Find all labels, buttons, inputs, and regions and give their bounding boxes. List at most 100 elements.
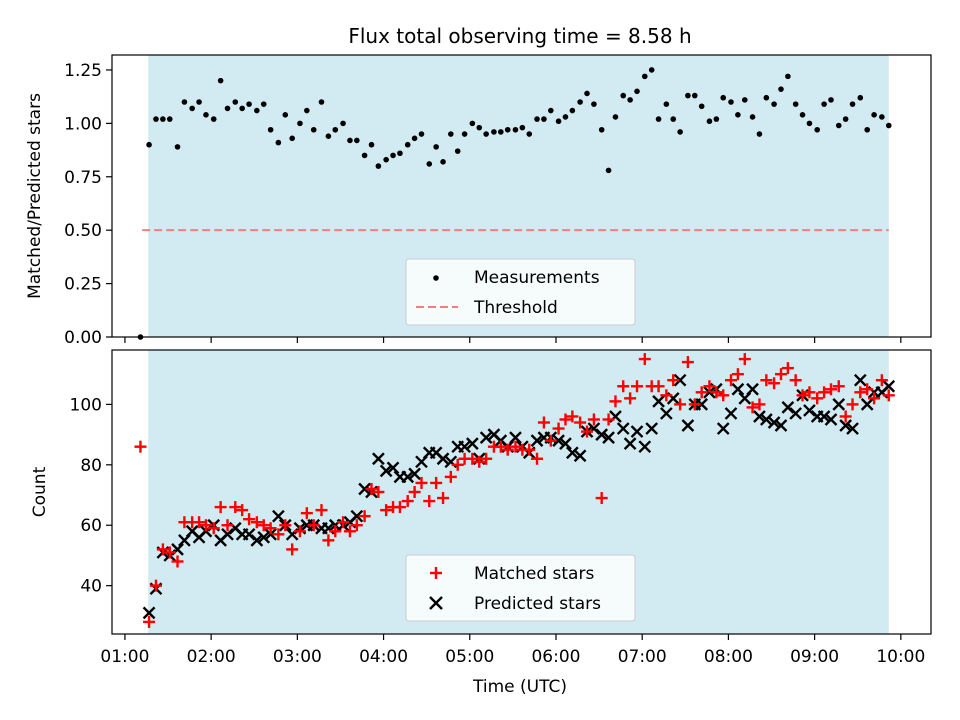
measurement-point xyxy=(476,124,483,131)
measurement-point xyxy=(799,112,806,118)
predicted-star-point xyxy=(731,382,745,396)
bottom-x-ticks: 01:00 02:00 03:00 04:00 05:00 06:00 07:00 08:00… xyxy=(100,634,925,667)
measurement-point xyxy=(146,141,152,148)
measurement-point xyxy=(555,118,562,125)
measurement-point xyxy=(605,167,612,174)
matched-star-point xyxy=(552,422,565,435)
matched-star-point xyxy=(293,525,306,538)
measurement-point xyxy=(254,107,260,114)
measurement-point xyxy=(217,77,224,84)
measurement-point xyxy=(677,129,683,135)
matched-star-point xyxy=(214,501,227,514)
predicted-star-point xyxy=(379,464,393,478)
bottom-y-tick-label: 100 xyxy=(70,395,102,415)
measurement-point xyxy=(289,135,295,142)
matched-star-point xyxy=(300,507,313,520)
matched-star-point xyxy=(494,440,507,453)
predicted-star-point xyxy=(645,422,659,435)
measurement-point xyxy=(368,141,375,148)
matched-star-point xyxy=(667,374,680,387)
measurement-point xyxy=(828,97,834,103)
matched-star-point xyxy=(595,492,608,505)
matched-star-point xyxy=(832,380,845,393)
legend-matched-marker xyxy=(430,567,442,579)
predicted-star-point xyxy=(566,446,579,460)
top-y-tick-label: 0.25 xyxy=(64,275,102,295)
predicted-star-point xyxy=(386,461,400,475)
matched-star-point xyxy=(423,495,436,508)
measurement-point xyxy=(871,112,877,118)
measurement-point xyxy=(160,116,166,122)
predicted-star-point xyxy=(264,527,277,541)
measurement-point xyxy=(383,156,389,163)
measurement-point xyxy=(879,114,885,120)
measurement-point xyxy=(698,103,705,110)
top-y-tick-label: 1.00 xyxy=(64,114,102,134)
predicted-star-point xyxy=(803,404,816,417)
predicted-star-point xyxy=(638,440,652,454)
measurement-point xyxy=(792,101,799,107)
matched-star-point xyxy=(574,416,587,429)
predicted-star-point xyxy=(408,467,421,481)
bottom-x-tick-label: 06:00 xyxy=(531,647,580,667)
bottom-legend: Matched stars Predicted stars xyxy=(405,554,636,622)
matched-star-point xyxy=(531,452,544,465)
predicted-star-point xyxy=(724,407,738,420)
measurement-point xyxy=(461,131,468,137)
measurement-point xyxy=(741,97,748,103)
measurement-point xyxy=(620,92,627,99)
top-y-axis-label: Matched/Predicted stars xyxy=(25,93,45,299)
top-axes-frame xyxy=(111,54,932,338)
matched-star-point xyxy=(380,504,393,517)
top-y-tick-label: 0.75 xyxy=(64,168,102,188)
top-y-tick-label: 0.00 xyxy=(64,328,102,348)
matched-star-point xyxy=(789,374,802,387)
predicted-star-point xyxy=(681,419,695,432)
predicted-star-point xyxy=(479,431,493,444)
predicted-star-point xyxy=(272,509,285,523)
matched-star-point xyxy=(272,528,285,541)
matched-star-point xyxy=(257,519,270,532)
bottom-x-tick-label: 09:00 xyxy=(790,647,839,667)
measurement-point xyxy=(577,99,583,105)
predicted-star-point xyxy=(466,437,479,451)
predicted-star-point xyxy=(839,419,853,432)
matched-star-point xyxy=(243,513,256,526)
matched-star-point xyxy=(358,510,371,523)
matched-star-point xyxy=(768,377,781,390)
legend-measurements-marker xyxy=(433,275,439,281)
bottom-y-tick-label: 60 xyxy=(80,516,102,536)
predicted-star-point xyxy=(652,395,665,408)
matched-star-point xyxy=(156,543,169,556)
matched-star-point xyxy=(681,356,694,369)
measurement-point xyxy=(297,120,303,127)
measurement-point xyxy=(390,152,396,159)
bottom-y-axis-label: Count xyxy=(30,466,50,517)
matched-star-point xyxy=(753,398,766,411)
bottom-y-tick-label: 80 xyxy=(80,456,102,476)
measurement-point xyxy=(181,99,188,105)
matched-star-point xyxy=(581,425,594,438)
matched-star-point xyxy=(250,516,263,529)
matched-star-point xyxy=(559,413,572,426)
measurement-point xyxy=(814,126,821,133)
matched-star-point xyxy=(811,392,824,405)
chart-title: Flux total observing time = 8.58 h xyxy=(348,24,691,48)
measurement-point xyxy=(239,105,245,112)
predicted-star-point xyxy=(767,416,781,429)
measurement-point xyxy=(641,73,648,80)
predicted-star-point xyxy=(358,482,371,496)
measurement-point xyxy=(634,88,640,95)
predicted-star-point xyxy=(436,452,450,466)
matched-star-point xyxy=(818,386,831,399)
legend-measurements-label: Measurements xyxy=(474,268,600,288)
predicted-star-point xyxy=(509,431,522,444)
matched-star-point xyxy=(523,443,536,456)
predicted-star-point xyxy=(846,422,859,435)
matched-star-point xyxy=(803,386,816,399)
measurement-point xyxy=(203,112,209,118)
matched-star-point xyxy=(307,519,320,532)
measurement-point xyxy=(404,141,411,148)
measurement-point xyxy=(771,101,777,107)
predicted-star-point xyxy=(695,398,709,411)
